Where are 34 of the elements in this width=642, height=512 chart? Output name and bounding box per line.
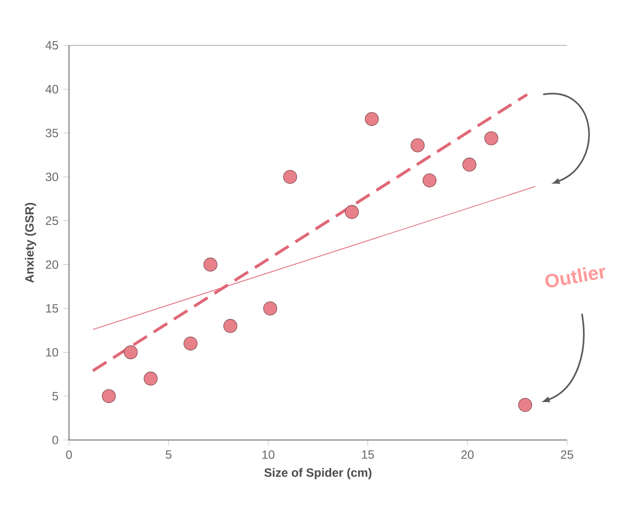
x-tick-label: 5 [166, 450, 172, 459]
point [462, 158, 476, 172]
point [223, 319, 238, 333]
y-tick-label: 0 [52, 436, 58, 444]
x-axis-title: Size of Spider (cm) [264, 468, 372, 480]
point [422, 173, 436, 188]
point [484, 131, 498, 146]
x-tick-label: 15 [362, 450, 374, 459]
x-tick-label: 20 [461, 450, 474, 459]
point [344, 205, 359, 219]
x-tick-label: 0 [66, 450, 72, 459]
x-tick-label: 25 [560, 450, 574, 459]
y-tick-label: 15 [46, 304, 58, 313]
y-tick-label: 10 [46, 348, 58, 357]
annotation: Outlier [545, 267, 606, 288]
x-tick-label: 10 [262, 450, 274, 459]
y-axis-title: Anxiety (GSR) [24, 202, 36, 283]
point [204, 258, 218, 272]
y-tick-label: 25 [46, 216, 58, 225]
y-tick-label: 35 [46, 128, 58, 138]
y-tick-label: 45 [46, 41, 58, 50]
point [124, 345, 138, 360]
point [184, 336, 198, 350]
point [364, 112, 379, 126]
point [102, 389, 116, 404]
point [144, 372, 158, 386]
y-tick-label: 40 [46, 84, 58, 94]
point [518, 398, 532, 412]
y-tick-label: 20 [46, 260, 58, 269]
y-tick-label: 5 [52, 392, 58, 400]
point [283, 170, 298, 184]
point [410, 138, 425, 152]
point [263, 302, 278, 316]
y-tick-label: 30 [46, 172, 58, 182]
